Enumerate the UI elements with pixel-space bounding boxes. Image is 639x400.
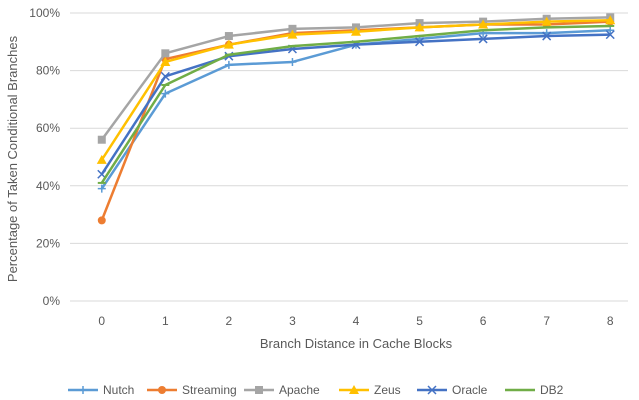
legend-marker xyxy=(349,385,359,394)
y-tick-label: 100% xyxy=(29,6,60,20)
data-point-zeus xyxy=(223,39,234,49)
data-point-nutch xyxy=(97,184,106,193)
y-tick-label: 60% xyxy=(36,121,60,135)
legend-label: Oracle xyxy=(452,383,488,397)
data-point-apache xyxy=(288,24,297,33)
y-tick-label: 20% xyxy=(36,236,60,250)
legend: Nutch Streaming Apache Zeus Oracle DB2 xyxy=(68,383,564,397)
data-point-oracle xyxy=(415,37,425,47)
series-layer xyxy=(96,13,616,225)
x-tick-label: 5 xyxy=(416,314,423,328)
series-zeus xyxy=(96,15,616,164)
series-oracle xyxy=(97,30,615,179)
legend-item-streaming: Streaming xyxy=(147,383,237,397)
data-point-apache xyxy=(97,135,106,144)
legend-marker xyxy=(255,386,263,394)
data-point-zeus xyxy=(96,154,107,164)
legend-item-apache: Apache xyxy=(244,383,320,397)
x-tick-label: 8 xyxy=(607,314,614,328)
data-point-oracle xyxy=(478,34,488,44)
legend-label: DB2 xyxy=(540,383,564,397)
legend-item-db2: DB2 xyxy=(505,383,564,397)
x-tick-label: 1 xyxy=(162,314,169,328)
y-axis-title: Percentage of Taken Conditional Branches xyxy=(5,35,20,282)
data-point-zeus xyxy=(478,19,489,29)
series-line-nutch xyxy=(100,29,611,190)
data-point-oracle xyxy=(160,71,170,81)
y-tick-label: 40% xyxy=(36,179,60,193)
data-point-zeus xyxy=(414,22,425,32)
legend-label: Zeus xyxy=(374,383,401,397)
data-point-nutch xyxy=(224,60,233,69)
x-tick-label: 6 xyxy=(480,314,487,328)
x-tick-label: 7 xyxy=(543,314,550,328)
legend-label: Nutch xyxy=(103,383,134,397)
legend-marker xyxy=(158,386,166,394)
data-point-nutch xyxy=(288,57,297,66)
legend-label: Streaming xyxy=(182,383,237,397)
legend-item-zeus: Zeus xyxy=(339,383,401,397)
data-point-nutch xyxy=(161,89,170,98)
data-point-streaming xyxy=(97,216,106,225)
y-tick-label: 80% xyxy=(36,64,60,78)
data-point-zeus xyxy=(541,16,552,26)
data-point-zeus xyxy=(605,15,616,25)
legend-item-oracle: Oracle xyxy=(417,383,488,397)
data-point-apache xyxy=(224,32,233,41)
gridlines xyxy=(70,12,628,302)
legend-marker xyxy=(427,385,437,395)
series-db2 xyxy=(97,24,615,184)
data-point-zeus xyxy=(351,26,361,36)
legend-label: Apache xyxy=(279,383,320,397)
x-tick-label: 2 xyxy=(226,314,233,328)
x-tick-label: 0 xyxy=(98,314,105,328)
legend-item-nutch: Nutch xyxy=(68,383,134,397)
x-axis-title: Branch Distance in Cache Blocks xyxy=(260,336,453,351)
series-line-streaming xyxy=(100,20,611,221)
data-point-zeus xyxy=(160,56,171,66)
data-point-oracle xyxy=(605,30,615,40)
data-point-zeus xyxy=(287,29,298,39)
data-point-oracle xyxy=(542,31,552,41)
legend-marker xyxy=(79,386,87,394)
x-tick-label: 3 xyxy=(289,314,296,328)
data-point-nutch xyxy=(606,26,615,35)
x-axis-ticks: 0 1 2 3 4 5 6 7 8 xyxy=(98,314,613,328)
x-tick-label: 4 xyxy=(353,314,360,328)
y-tick-label: 0% xyxy=(43,294,61,308)
y-axis-ticks: 0% 20% 40% 60% 80% 100% xyxy=(29,6,60,308)
data-point-apache xyxy=(161,49,170,58)
